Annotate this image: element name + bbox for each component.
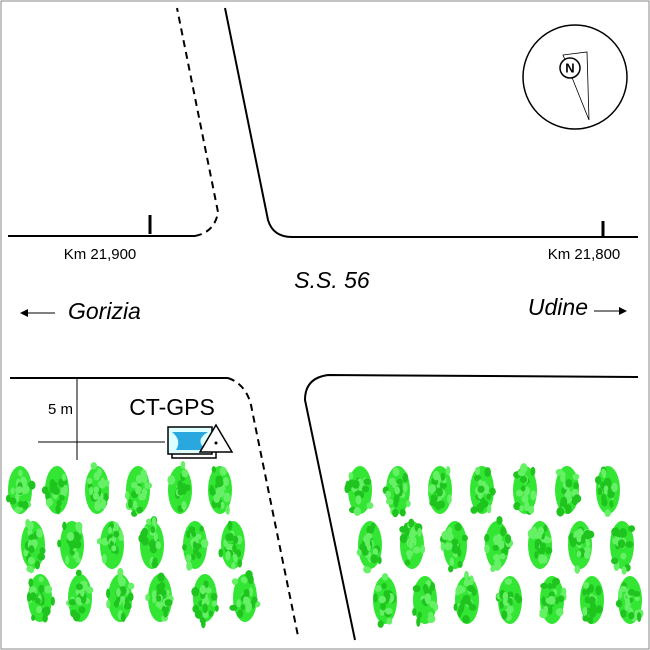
road-name: S.S. 56	[294, 267, 370, 293]
device-label: CT-GPS	[129, 394, 215, 420]
bush	[484, 515, 514, 573]
bush	[356, 521, 382, 574]
road-edge	[224, 7, 638, 238]
bush	[453, 570, 479, 624]
bush	[57, 521, 84, 569]
bush	[26, 574, 55, 623]
bush	[182, 521, 209, 571]
km-label: Km 21,800	[548, 246, 621, 263]
east-direction: Udine	[528, 294, 627, 320]
west-direction: Gorizia	[20, 298, 141, 324]
vegetation	[5, 460, 644, 629]
compass: N	[522, 24, 628, 130]
bush	[208, 466, 232, 515]
bush	[495, 576, 523, 624]
bush	[539, 576, 567, 624]
bush	[229, 570, 261, 622]
bush	[21, 518, 46, 574]
bush	[555, 466, 582, 517]
direction-label: Udine	[528, 294, 588, 320]
bush	[412, 576, 439, 627]
device-icon	[167, 423, 234, 459]
bush	[66, 569, 94, 622]
bush	[610, 521, 636, 575]
bush	[96, 521, 124, 569]
bush	[373, 573, 397, 628]
bush	[138, 516, 164, 569]
north-label: N	[565, 60, 574, 75]
road-edge	[303, 373, 639, 641]
bush	[191, 574, 219, 629]
bush	[218, 520, 245, 570]
bush	[470, 466, 496, 514]
bush	[568, 521, 595, 574]
bush	[124, 466, 153, 517]
scale-bar: 5 m	[38, 378, 165, 460]
scale-label: 5 m	[48, 401, 73, 418]
bush	[5, 466, 36, 514]
bush	[41, 466, 69, 515]
bush	[145, 572, 174, 622]
bush	[344, 466, 374, 516]
bush	[167, 460, 192, 514]
bush	[580, 576, 604, 625]
bush	[428, 466, 452, 514]
direction-label: Gorizia	[68, 298, 141, 324]
bush	[440, 521, 468, 573]
bush	[85, 462, 110, 514]
dashed-edge	[227, 377, 299, 637]
bush	[106, 567, 135, 623]
bush	[527, 521, 553, 569]
km-label: Km 21,900	[64, 246, 137, 263]
dashed-edge	[176, 7, 220, 237]
bush	[382, 466, 411, 518]
bush	[594, 466, 620, 518]
bush	[615, 576, 644, 624]
bush	[399, 518, 426, 569]
bush	[513, 463, 537, 515]
